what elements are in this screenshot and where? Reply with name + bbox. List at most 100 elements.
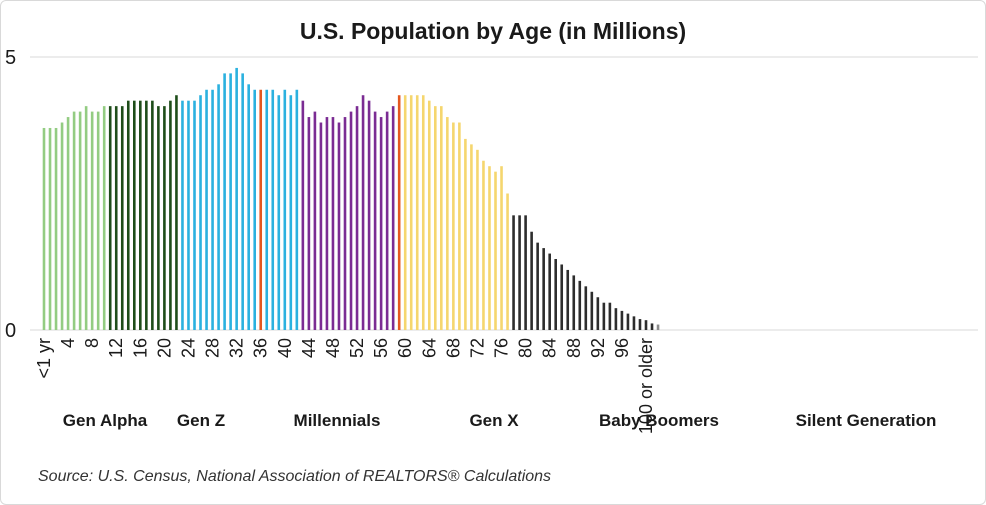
bar [403,95,407,330]
bar [295,89,299,330]
bar [90,111,94,330]
bar [608,302,612,330]
bar [157,106,160,330]
bar [373,111,377,330]
bar [349,111,353,330]
bar [620,310,624,330]
bar [584,286,588,330]
x-tick-label: 84 [540,338,560,358]
bar [554,259,557,330]
bar [84,106,88,330]
bar [313,111,317,330]
bar [578,280,582,330]
generation-label: Millennials [294,411,381,430]
x-tick-label: 88 [564,338,584,358]
bar [482,160,485,330]
bar [169,100,172,331]
bar [108,106,112,330]
bar [205,89,208,330]
bar [494,171,497,330]
y-tick-label: 0 [5,320,16,342]
bar [114,106,118,330]
bar [421,95,425,330]
bar [277,95,281,330]
bar [596,297,600,330]
generation-label: Gen Alpha [63,411,148,430]
bar [253,89,256,330]
x-tick-label: 100 or older [636,338,656,434]
bar [217,84,220,330]
x-tick-label: 60 [395,338,415,358]
x-tick-label: 80 [516,338,536,358]
bar [42,127,46,330]
bar [536,242,539,330]
bar [96,111,100,330]
bar [229,73,232,330]
bar [488,166,491,330]
bar [120,106,124,330]
bar [193,100,196,331]
chart-title: U.S. Population by Age (in Millions) [299,18,687,44]
bar [644,320,648,330]
bar [54,127,58,330]
bar [446,117,449,330]
bar [415,95,419,330]
x-tick-label: 96 [612,338,632,358]
bar [470,144,473,330]
bar [379,117,383,330]
bar [518,215,521,330]
x-tick-label: 72 [467,338,487,358]
bar [590,291,594,330]
bar [247,84,250,330]
x-tick-label: 32 [227,338,247,358]
bar [139,100,142,331]
x-tick-label: <1 yr [34,338,54,379]
generation-label: Baby Boomers [599,411,719,430]
bar [602,302,606,330]
bar [259,89,263,330]
bar [614,308,618,330]
bar [289,95,293,330]
bar [163,106,166,330]
x-tick-label: 28 [203,338,223,358]
bar [476,149,479,330]
bar [572,275,576,330]
bar [331,117,335,330]
x-tick-label: 52 [347,338,367,358]
bar [307,117,311,330]
bar [656,324,660,330]
bar [385,111,389,330]
bar [241,73,244,330]
x-tick-label: 76 [492,338,512,358]
bar [566,269,570,330]
x-tick-label: 68 [443,338,463,358]
bar [102,106,106,330]
bar [548,253,551,330]
bar [458,122,461,331]
bar [560,264,564,330]
bar [151,100,154,331]
bar [78,111,82,330]
x-tick-label: 24 [178,338,198,358]
x-tick-label: 8 [82,338,102,348]
bar [283,89,287,330]
x-tick-label: 44 [299,338,319,358]
bar [187,100,190,331]
bar [626,313,630,330]
bar [464,138,467,330]
bar [355,106,359,330]
bar [72,111,76,330]
generation-label: Silent Generation [796,411,937,430]
bar [175,95,178,330]
bar [60,122,64,331]
x-tick-label: 48 [323,338,343,358]
chart-source-note: Source: U.S. Census, National Associatio… [38,468,552,485]
bar [530,231,533,330]
bar [440,106,443,330]
bar [367,100,371,331]
bar [181,100,184,331]
x-tick-label: 12 [106,338,126,358]
bar [343,117,347,330]
bar [506,193,509,330]
